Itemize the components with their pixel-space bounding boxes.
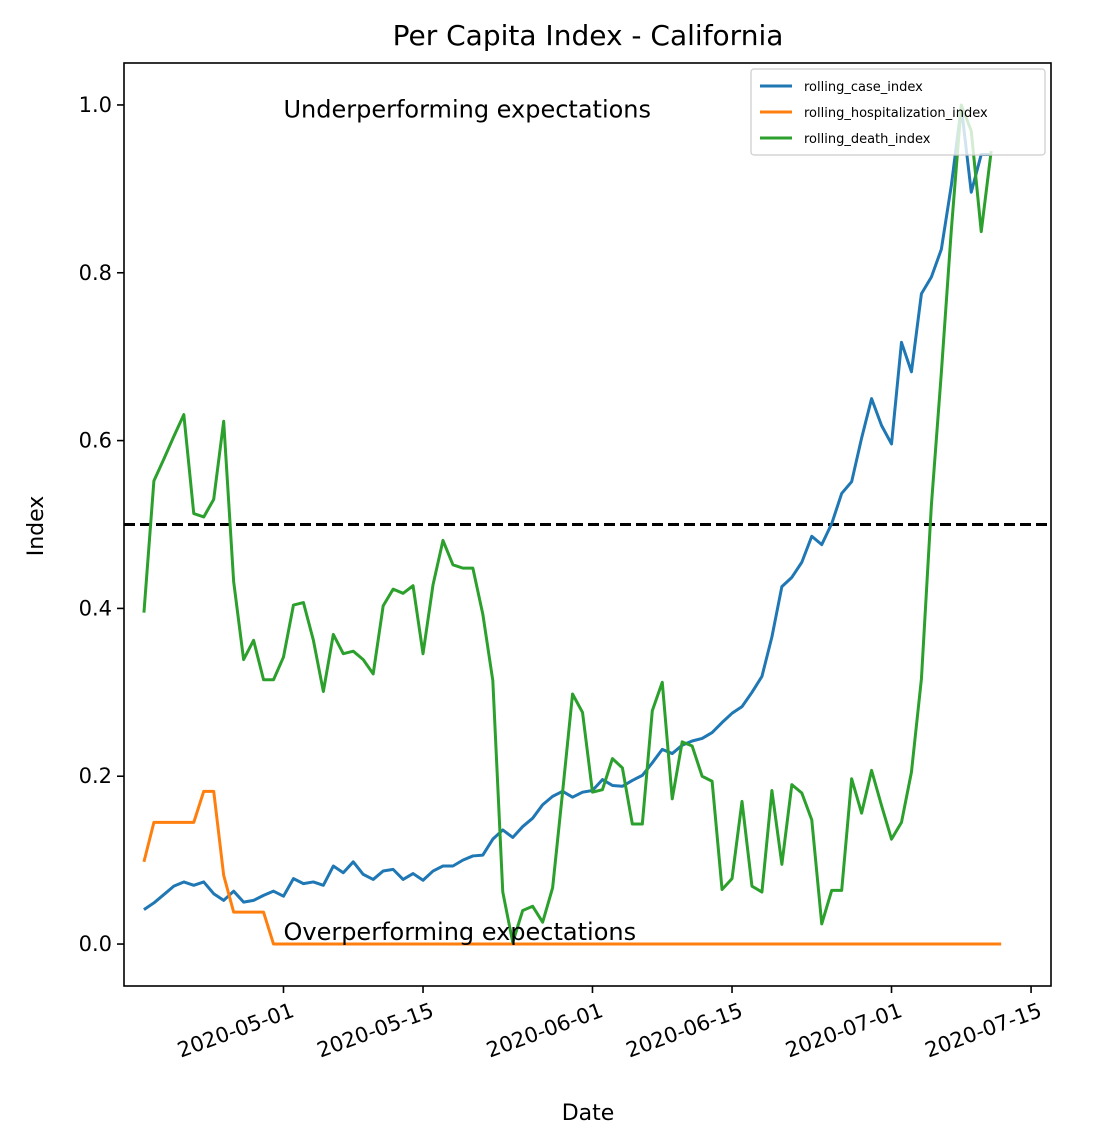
annotation-0: Underperforming expectations xyxy=(283,96,651,124)
y-tick-label: 0.8 xyxy=(79,261,112,285)
series-line-rolling_case_index xyxy=(143,105,992,911)
legend-box xyxy=(750,68,1046,156)
y-tick-label: 0.2 xyxy=(79,764,112,788)
legend: rolling_case_index rolling_hospitalizatio… xyxy=(750,68,1046,156)
axes-frame xyxy=(123,62,1052,987)
y-tick-label: 0.0 xyxy=(79,932,112,956)
annotation-1: Overperforming expectations xyxy=(283,918,636,946)
series-line-rolling_hospitalization_index xyxy=(142,789,1002,946)
legend-label: rolling_death_index xyxy=(804,132,931,147)
y-tick-label: 1.0 xyxy=(79,93,112,117)
series-line-rolling_death_index xyxy=(142,103,993,944)
legend-label: rolling_case_index xyxy=(804,80,923,95)
chart-title: Per Capita Index - California xyxy=(393,19,784,52)
legend-label: rolling_hospitalization_index xyxy=(804,106,988,121)
y-tick-label: 0.6 xyxy=(79,429,112,453)
series-group xyxy=(142,103,1002,946)
y-axis-title: Index xyxy=(24,496,49,557)
y-tick-label: 0.4 xyxy=(79,596,112,620)
x-axis-title: Date xyxy=(562,1101,615,1126)
